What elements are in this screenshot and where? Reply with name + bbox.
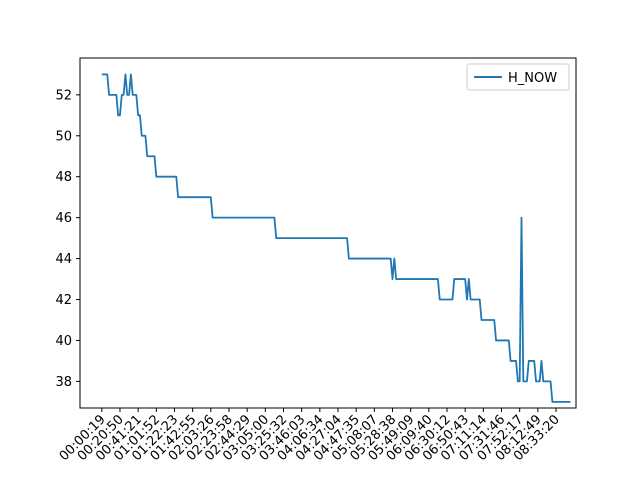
- legend: H_NOW: [466, 63, 570, 91]
- legend-label-h-now: H_NOW: [508, 71, 557, 86]
- y-tick-label: 40: [55, 334, 72, 349]
- y-tick-label: 44: [55, 252, 72, 267]
- legend-frame: [466, 63, 570, 91]
- y-tick-label: 46: [55, 211, 72, 226]
- y-tick-label: 42: [55, 293, 72, 308]
- plot-frame: [79, 57, 577, 409]
- y-tick-label: 52: [55, 88, 72, 103]
- plot-layer: [101, 73, 571, 403]
- series-line-1: [101, 73, 571, 403]
- y-tick-label: 38: [55, 375, 72, 390]
- axis-layer: 384042444648505200:00:1900:20:5000:41:21…: [55, 57, 577, 464]
- y-tick-label: 50: [55, 129, 72, 144]
- y-tick-label: 48: [55, 170, 72, 185]
